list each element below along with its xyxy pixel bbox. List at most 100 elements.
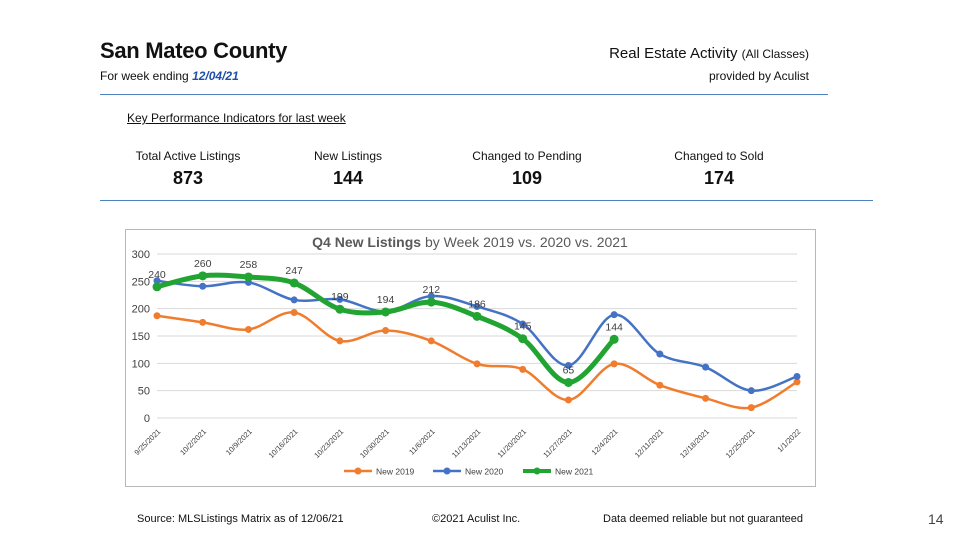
chart-frame: Q4 New Listings by Week 2019 vs. 2020 vs…: [125, 229, 816, 487]
kpi-label: Total Active Listings: [135, 149, 241, 163]
week-ending: For week ending 12/04/21: [100, 69, 239, 83]
x-tick-label: 12/25/2021: [724, 427, 757, 460]
data-label: 247: [285, 265, 303, 277]
data-point-new-2021: [289, 278, 299, 288]
week-date: 12/04/21: [192, 69, 239, 83]
kpi-label: Changed to Pending: [472, 149, 582, 163]
data-point-new-2019: [153, 312, 161, 320]
data-point-new-2020: [473, 302, 481, 310]
copyright-note: ©2021 Aculist Inc.: [432, 513, 521, 525]
data-point-new-2019: [336, 337, 344, 345]
data-label: 194: [377, 294, 395, 306]
kpi-total-active: Total Active Listings 873: [103, 149, 273, 189]
kpi-changed-to-sold: Changed to Sold 174: [634, 149, 804, 189]
data-point-new-2020: [747, 387, 755, 395]
data-point-new-2021: [518, 334, 528, 344]
provider-credit: provided by Aculist: [708, 69, 809, 83]
data-label: 145: [514, 321, 532, 333]
data-point-new-2020: [702, 363, 710, 371]
disclaimer-note: Data deemed reliable but not guaranteed: [603, 513, 803, 525]
report-title-sub: (All Classes): [741, 47, 809, 61]
y-tick-label: 0: [144, 413, 150, 425]
data-point-new-2020: [336, 295, 344, 303]
x-tick-label: 1/1/2022: [775, 427, 802, 454]
data-point-new-2019: [382, 327, 390, 335]
data-point-new-2019: [290, 308, 298, 316]
x-tick-label: 10/16/2021: [267, 427, 300, 460]
data-label: 260: [194, 258, 212, 270]
x-tick-label: 11/20/2021: [496, 427, 529, 460]
kpi-new-listings: New Listings 144: [263, 149, 433, 189]
data-label: 258: [240, 259, 258, 271]
data-point-new-2019: [702, 394, 710, 402]
data-label: 212: [423, 284, 441, 296]
data-point-new-2019: [519, 365, 527, 373]
data-point-new-2019: [610, 360, 618, 368]
legend-swatch-marker: [533, 467, 541, 475]
data-point-new-2019: [199, 318, 207, 326]
legend-swatch-marker: [443, 467, 451, 475]
data-point-new-2021: [198, 271, 208, 281]
data-point-new-2021: [243, 272, 253, 282]
y-tick-label: 100: [132, 358, 150, 370]
kpi-label: New Listings: [313, 149, 383, 163]
data-point-new-2019: [747, 404, 755, 412]
chart-title-bold: Q4 New Listings: [312, 234, 421, 250]
data-point-new-2020: [290, 296, 298, 304]
data-point-new-2020: [610, 311, 618, 319]
data-point-new-2019: [656, 381, 664, 389]
kpi-value: 873: [172, 168, 204, 188]
y-tick-label: 50: [138, 386, 150, 398]
y-tick-label: 300: [132, 249, 150, 261]
data-point-new-2019: [427, 337, 435, 345]
y-tick-label: 200: [132, 304, 150, 316]
data-point-new-2019: [793, 378, 801, 386]
line-chart: Q4 New Listings by Week 2019 vs. 2020 vs…: [132, 234, 803, 477]
data-point-new-2021: [563, 377, 573, 387]
report-title-main: Real Estate Activity: [609, 45, 742, 62]
legend-label: New 2021: [555, 467, 594, 477]
data-point-new-2020: [427, 292, 435, 300]
x-tick-label: 10/9/2021: [224, 427, 254, 457]
data-point-new-2021: [426, 297, 436, 307]
data-point-new-2019: [244, 325, 252, 333]
x-tick-label: 11/6/2021: [407, 427, 437, 457]
x-tick-label: 10/23/2021: [312, 427, 345, 460]
data-point-new-2019: [564, 396, 572, 404]
data-point-new-2021: [381, 307, 391, 317]
page-number: 14: [928, 511, 944, 527]
data-label: 65: [563, 364, 575, 376]
y-tick-label: 250: [132, 276, 150, 288]
kpi-label: Changed to Sold: [674, 149, 764, 163]
data-point-new-2020: [793, 372, 801, 380]
county-title: San Mateo County: [100, 38, 288, 63]
kpi-heading: Key Performance Indicators for last week: [127, 111, 346, 125]
data-label: 186: [468, 298, 486, 310]
data-label: 199: [331, 291, 349, 303]
data-point-new-2020: [519, 320, 527, 328]
data-label: 240: [148, 269, 166, 281]
series-line-new-2019: [155, 311, 799, 410]
kpi-divider: [100, 200, 873, 201]
legend-swatch-marker: [354, 467, 362, 475]
data-label: 144: [605, 321, 623, 333]
x-tick-label: 10/30/2021: [358, 427, 391, 460]
x-tick-label: 10/2/2021: [178, 427, 208, 457]
data-point-new-2021: [335, 304, 345, 314]
report-title: Real Estate Activity (All Classes): [609, 45, 809, 62]
x-tick-label: 11/27/2021: [541, 427, 574, 460]
data-point-new-2020: [656, 350, 664, 358]
x-tick-label: 12/18/2021: [678, 427, 711, 460]
kpi-changed-to-pending: Changed to Pending 109: [442, 149, 612, 189]
data-point-new-2021: [609, 334, 619, 344]
y-tick-label: 150: [132, 331, 150, 343]
header-divider: [100, 94, 828, 95]
kpi-value: 109: [511, 168, 543, 188]
data-point-new-2020: [153, 277, 161, 285]
data-point-new-2020: [199, 282, 207, 290]
chart-title: Q4 New Listings by Week 2019 vs. 2020 vs…: [312, 234, 628, 250]
data-point-new-2021: [152, 282, 162, 292]
kpi-value: 144: [332, 168, 364, 188]
data-point-new-2021: [472, 311, 482, 321]
x-tick-label: 12/4/2021: [590, 427, 620, 457]
